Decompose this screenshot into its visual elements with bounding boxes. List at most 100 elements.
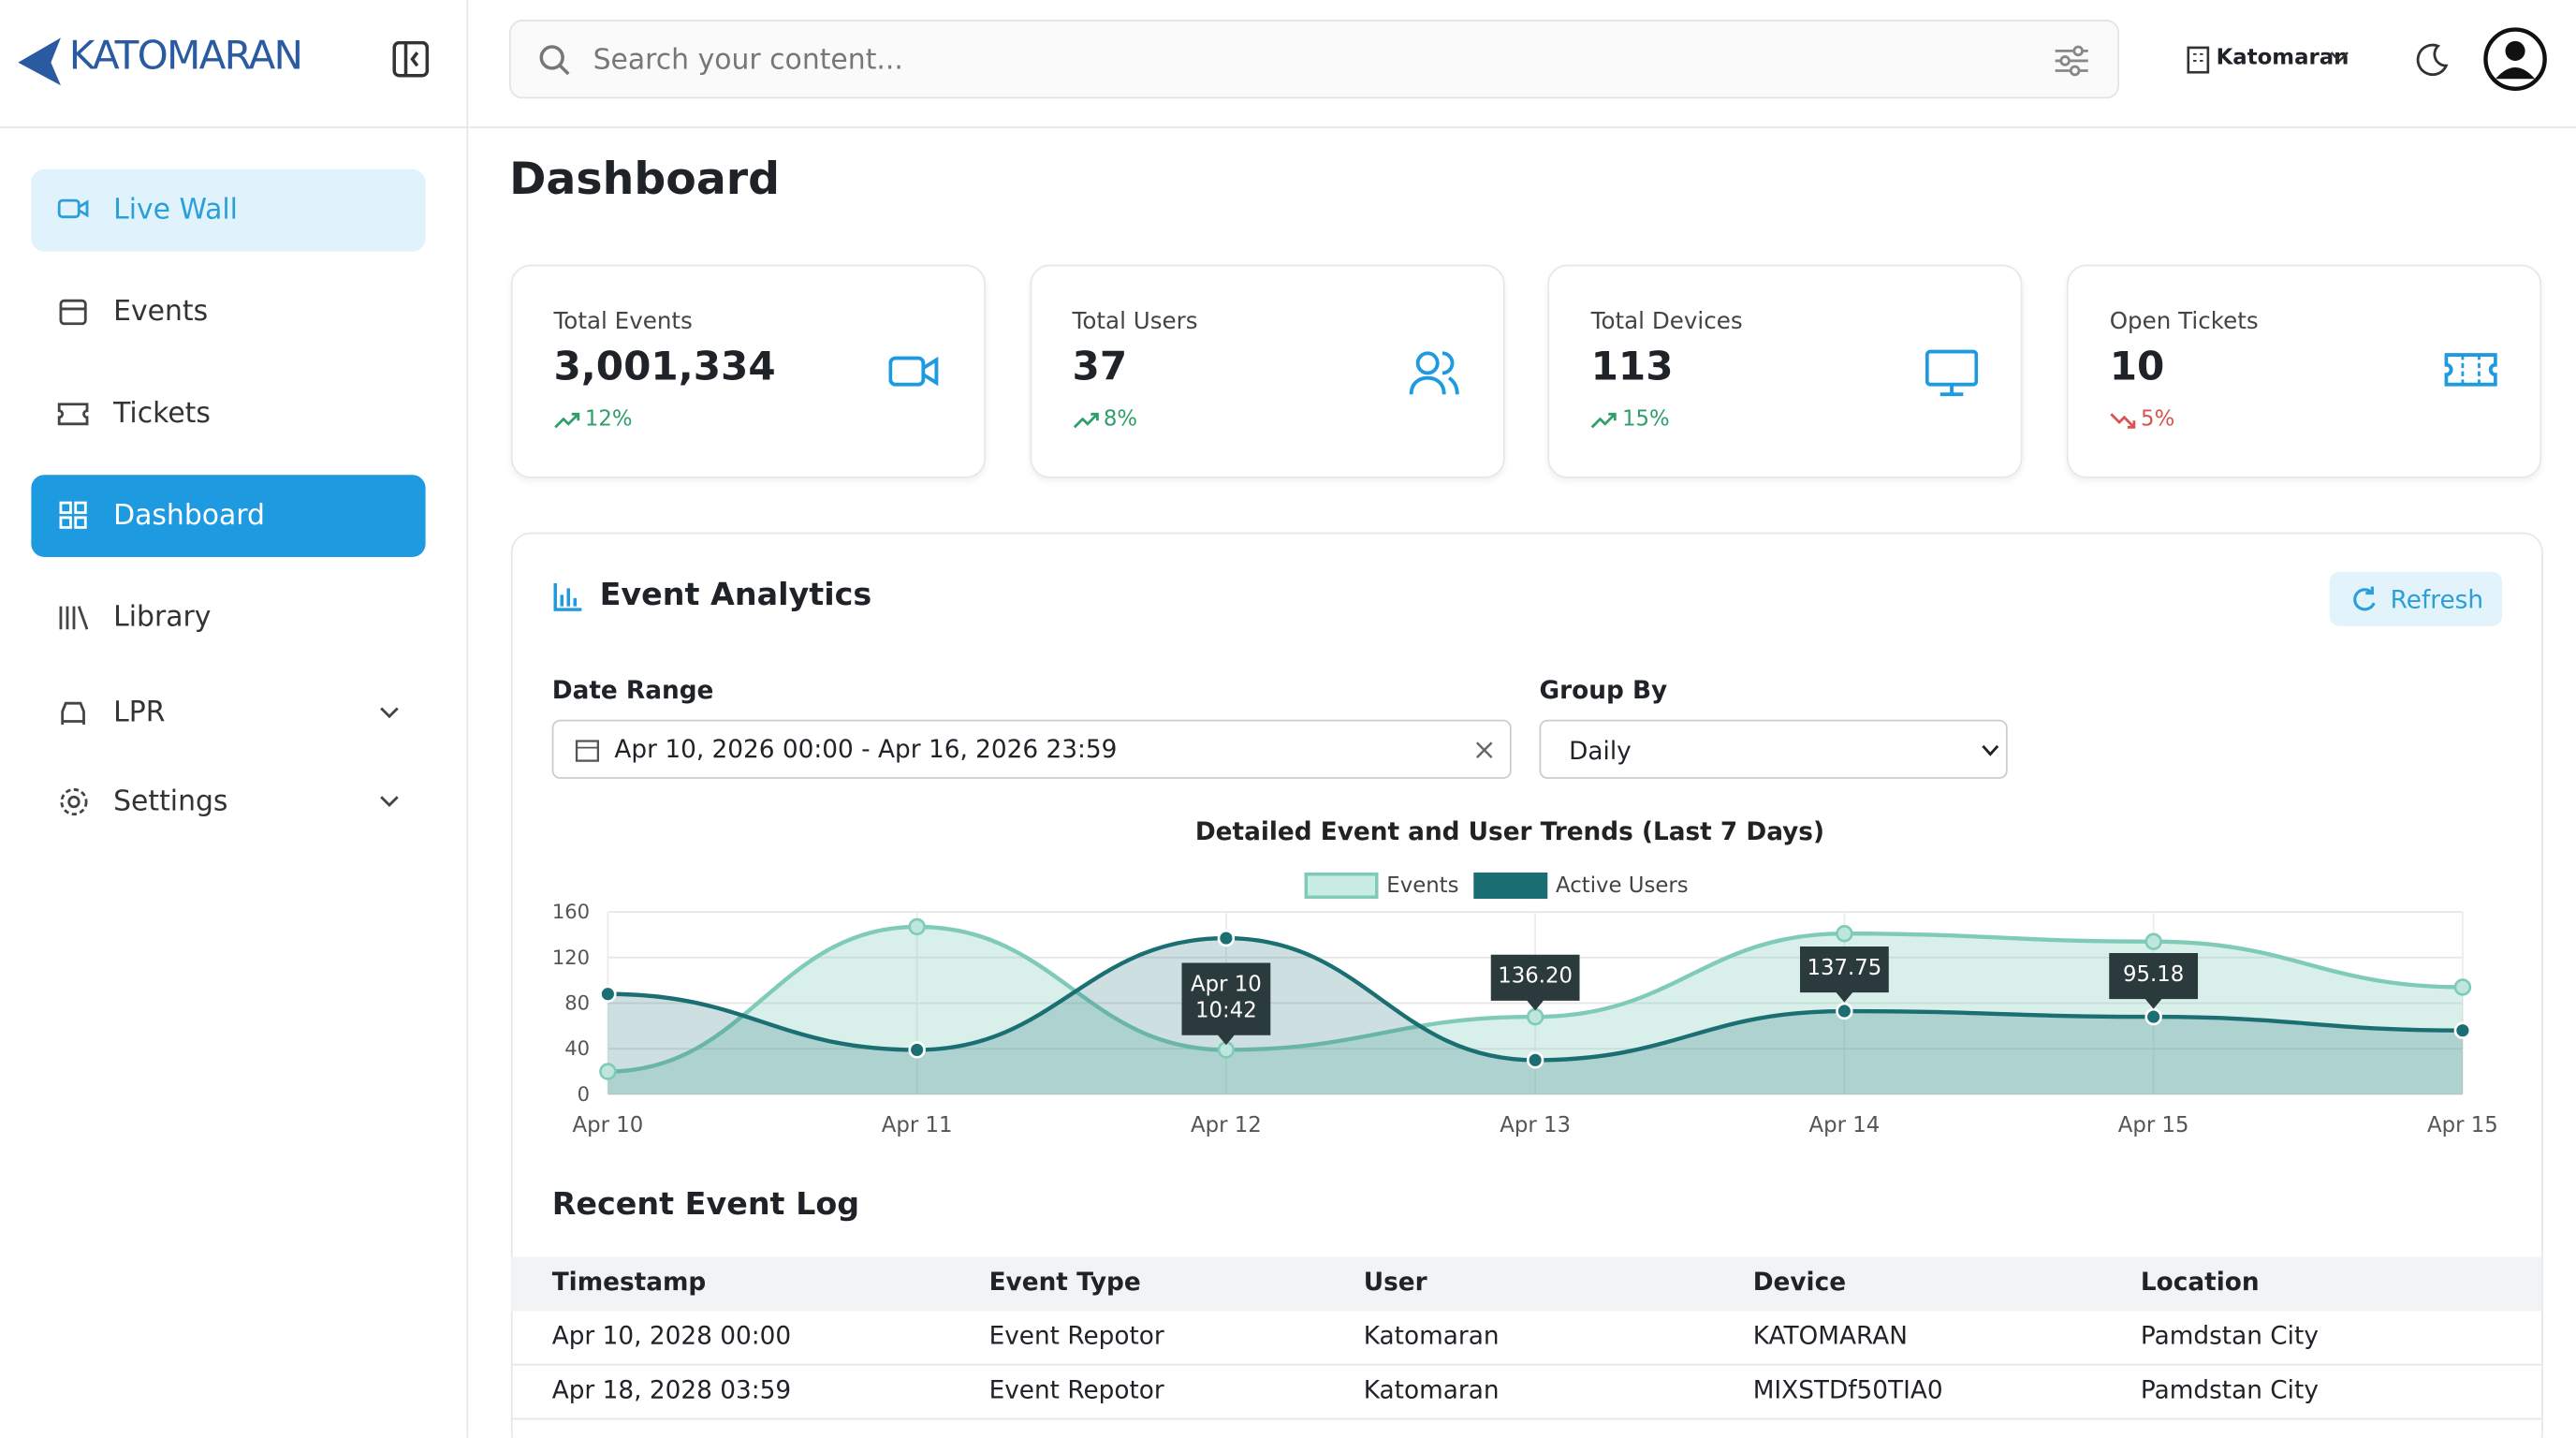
y-tick-label: 160: [552, 900, 590, 923]
stat-change: 8%: [1103, 407, 1138, 433]
stat-label: Total Users: [1072, 308, 1198, 336]
tooltip-text: 10:42: [1195, 998, 1257, 1022]
point: [599, 1063, 617, 1080]
table-header-cell: Location: [2140, 1267, 2260, 1297]
refresh-button[interactable]: Refresh: [2329, 571, 2503, 626]
nav-item[interactable]: Live Wall: [31, 169, 426, 252]
org-switcher[interactable]: Katomaran: [2216, 46, 2349, 71]
y-tick-label: 40: [564, 1036, 590, 1060]
table-cell: Event Repotor: [988, 1321, 1164, 1351]
stat-value: 10: [2109, 343, 2165, 389]
tooltip: [1800, 946, 1889, 1003]
stat-change: 15%: [1621, 407, 1670, 433]
x-tick-label: Apr 13: [1500, 1113, 1571, 1137]
group-by-value: Daily: [1569, 736, 1632, 766]
table-cell: Katomaran: [1363, 1321, 1500, 1351]
legend-swatch: [1304, 872, 1379, 900]
point: [1526, 1007, 1544, 1026]
nav-item[interactable]: Events: [31, 271, 425, 354]
point: [599, 985, 617, 1003]
stat-card: Total Events 3,001,334 12%: [510, 264, 987, 478]
x-tick-label: Apr 11: [882, 1113, 953, 1137]
stat-label: Total Events: [553, 308, 693, 336]
date-range-input[interactable]: Apr 10, 2026 00:00 - Apr 16, 2026 23:59: [551, 719, 1512, 779]
table-cell: Apr 10, 2028 00:00: [551, 1321, 792, 1351]
group-by-label: Group By: [1539, 675, 1668, 705]
point: [1526, 1051, 1544, 1069]
sidebar: KATOMARAN: [0, 0, 469, 1438]
stat-value: 113: [1590, 343, 1674, 389]
tooltip-text: 95.18: [2123, 962, 2184, 987]
point: [1836, 1002, 1853, 1020]
point: [908, 1041, 926, 1059]
stat-icon: [888, 356, 939, 387]
logo: [18, 37, 61, 86]
theme-toggle[interactable]: [2413, 43, 2450, 80]
table-header-cell: User: [1363, 1267, 1427, 1297]
x-tick-label: Apr 15: [2118, 1113, 2189, 1137]
nav-item[interactable]: Tickets: [31, 373, 425, 455]
tooltip: [1181, 962, 1271, 1046]
search-bar[interactable]: Search your content...: [509, 20, 2120, 99]
date-range-value: Apr 10, 2026 00:00 - Apr 16, 2026 23:59: [614, 734, 1118, 765]
point: [2453, 1021, 2472, 1039]
stat-change: 5%: [2141, 407, 2175, 433]
table-cell: Pamdstan City: [2140, 1321, 2319, 1351]
tooltip: [2109, 952, 2199, 1009]
x-tick-label: Apr 10: [573, 1113, 644, 1137]
row-divider: [510, 1417, 2542, 1420]
table-cell: Pamdstan City: [2140, 1375, 2319, 1405]
stat-card: Total Users 37 8%: [1029, 264, 1505, 478]
nav-item[interactable]: Library: [31, 577, 425, 659]
stat-icon: [2444, 353, 2497, 387]
stat-value: 3,001,334: [553, 343, 776, 389]
table-header-cell: Timestamp: [551, 1267, 707, 1297]
x-tick-label: Apr 15: [2427, 1113, 2498, 1137]
nav-label: LPR: [113, 697, 166, 730]
analytics-panel: [510, 532, 2543, 1438]
nav-label: Events: [113, 295, 209, 330]
refresh-label: Refresh: [2390, 584, 2484, 615]
tooltip-text: 136.20: [1498, 964, 1573, 989]
stat-label: Open Tickets: [2109, 308, 2259, 336]
chart-title: Detailed Event and User Trends (Last 7 D…: [1195, 818, 1824, 846]
point: [2144, 1007, 2162, 1026]
area: [607, 926, 2463, 1094]
table-cell: Event Repotor: [988, 1375, 1164, 1405]
tooltip-text: Apr 10: [1191, 972, 1262, 996]
legend-label: Active Users: [1556, 873, 1689, 898]
stat-card: Open Tickets 10 5%: [2067, 264, 2542, 478]
nav-item[interactable]: LPR: [31, 672, 425, 755]
nav-item[interactable]: Settings: [31, 761, 425, 844]
table-header-cell: Device: [1752, 1267, 1847, 1297]
point: [2144, 932, 2162, 950]
collapse-button[interactable]: [392, 40, 430, 78]
y-tick-label: 0: [578, 1082, 590, 1106]
nav-label: Tickets: [113, 397, 211, 431]
y-tick-label: 80: [564, 991, 590, 1015]
nav-item[interactable]: Dashboard: [31, 475, 426, 557]
stat-icon: [1925, 349, 1979, 397]
tooltip-text: 137.75: [1808, 956, 1882, 980]
stat-card: Total Devices 113 15%: [1547, 264, 2024, 478]
stat-change: 12%: [584, 407, 633, 433]
point: [1836, 925, 1853, 943]
nav-label: Settings: [113, 785, 228, 819]
row-divider: [510, 1363, 2542, 1366]
point: [908, 917, 926, 936]
table-header: [510, 1256, 2542, 1312]
group-by-select[interactable]: Daily: [1539, 719, 2008, 779]
table-cell: MIXSTDf50TIA0: [1752, 1375, 1943, 1405]
nav-label: Dashboard: [113, 499, 265, 533]
legend-label: Events: [1386, 873, 1458, 898]
brand: KATOMARAN: [68, 33, 303, 80]
x-tick-label: Apr 12: [1191, 1113, 1262, 1137]
avatar[interactable]: [2482, 26, 2548, 92]
y-tick-label: 120: [552, 946, 590, 969]
log-title: Recent Event Log: [551, 1186, 860, 1223]
table-cell: Katomaran: [1363, 1375, 1500, 1405]
area: [607, 938, 2463, 1094]
legend-swatch: [1473, 872, 1548, 900]
